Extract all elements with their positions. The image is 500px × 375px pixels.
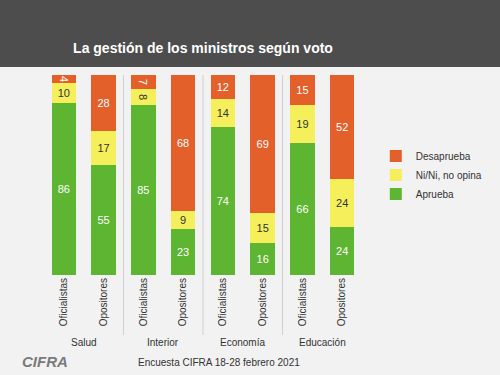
- svg-text:Interior: Interior: [147, 337, 179, 348]
- svg-text:16: 16: [257, 253, 269, 265]
- svg-text:19: 19: [296, 118, 308, 130]
- svg-text:24: 24: [336, 197, 348, 209]
- svg-text:9: 9: [180, 214, 186, 226]
- svg-text:8: 8: [137, 94, 149, 100]
- svg-text:52: 52: [336, 121, 348, 133]
- svg-text:17: 17: [97, 142, 109, 154]
- svg-text:Ni/Ni, no opina: Ni/Ni, no opina: [416, 170, 482, 181]
- svg-text:Oficialistas: Oficialistas: [138, 278, 149, 326]
- svg-text:69: 69: [257, 138, 269, 150]
- svg-text:Oficialistas: Oficialistas: [297, 278, 308, 326]
- svg-text:12: 12: [217, 81, 229, 93]
- svg-text:Salud: Salud: [71, 337, 97, 348]
- svg-text:Educación: Educación: [299, 337, 346, 348]
- svg-text:86: 86: [58, 183, 70, 195]
- svg-text:10: 10: [58, 87, 70, 99]
- svg-text:Oficialistas: Oficialistas: [58, 278, 69, 326]
- svg-text:4: 4: [58, 76, 70, 82]
- svg-text:Economía: Economía: [220, 337, 265, 348]
- svg-text:Opositores: Opositores: [98, 278, 109, 326]
- svg-text:La gestión de los ministros se: La gestión de los ministros según voto: [73, 40, 333, 56]
- svg-text:28: 28: [97, 97, 109, 109]
- svg-text:85: 85: [137, 184, 149, 196]
- svg-text:Encuesta CIFRA 18-28 febrero 2: Encuesta CIFRA 18-28 febrero 2021: [138, 357, 300, 368]
- svg-text:15: 15: [296, 84, 308, 96]
- svg-text:Opositores: Opositores: [257, 278, 268, 326]
- svg-text:55: 55: [97, 214, 109, 226]
- svg-text:Oficialistas: Oficialistas: [217, 278, 228, 326]
- svg-text:7: 7: [137, 79, 149, 85]
- svg-text:15: 15: [257, 222, 269, 234]
- svg-text:Opositores: Opositores: [177, 278, 188, 326]
- svg-text:23: 23: [177, 246, 189, 258]
- svg-text:Opositores: Opositores: [336, 278, 347, 326]
- svg-text:74: 74: [217, 195, 229, 207]
- svg-text:CIFRA: CIFRA: [22, 353, 68, 370]
- svg-text:Aprueba: Aprueba: [416, 189, 454, 200]
- svg-text:14: 14: [217, 107, 229, 119]
- svg-text:24: 24: [336, 245, 348, 257]
- svg-text:68: 68: [177, 137, 189, 149]
- svg-text:66: 66: [296, 203, 308, 215]
- svg-text:Desaprueba: Desaprueba: [416, 151, 471, 162]
